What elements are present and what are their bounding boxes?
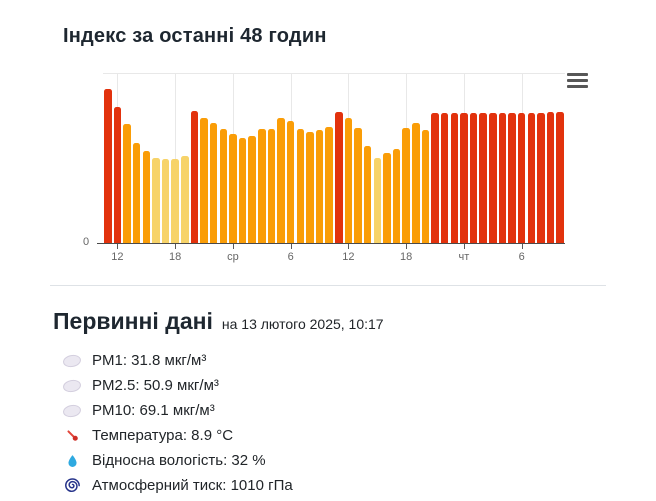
chart-plot-area: 0 12 18 ср 6 12 18 чт 6 — [83, 73, 565, 263]
pm-icon — [62, 351, 82, 371]
bar[interactable] — [152, 158, 160, 244]
bar[interactable] — [344, 118, 353, 244]
bar[interactable] — [354, 128, 362, 244]
x-axis-tick — [175, 244, 177, 249]
x-axis-label: ср — [227, 251, 239, 263]
x-axis-tick — [406, 244, 408, 249]
x-axis-label: 18 — [400, 251, 413, 263]
bar[interactable] — [508, 113, 516, 244]
measurement-row: Відносна вологість: 32 % — [62, 448, 293, 473]
measurement-text: PM10: 69.1 мкг/м³ — [92, 402, 215, 419]
bar[interactable] — [498, 113, 507, 244]
bar[interactable] — [238, 138, 247, 244]
x-axis-tick — [348, 244, 350, 249]
bar[interactable] — [392, 149, 401, 244]
bar[interactable] — [325, 127, 333, 244]
bar[interactable] — [421, 130, 430, 244]
cyclone-icon — [62, 476, 82, 496]
bar[interactable] — [517, 113, 526, 244]
bar[interactable] — [161, 159, 170, 244]
pm-icon — [62, 376, 82, 396]
measurement-row: PM2.5: 50.9 мкг/м³ — [62, 373, 293, 398]
primary-data-list: PM1: 31.8 мкг/м³ PM2.5: 50.9 мкг/м³ PM10… — [62, 348, 293, 498]
bar[interactable] — [412, 123, 420, 244]
bar[interactable] — [209, 123, 218, 244]
x-axis-label: 6 — [287, 251, 294, 263]
bar[interactable] — [123, 124, 131, 244]
bar[interactable] — [527, 113, 536, 244]
measurement-text: Температура: 8.9 °C — [92, 427, 234, 444]
bar[interactable] — [546, 112, 555, 244]
bar[interactable] — [335, 112, 343, 244]
section-divider — [50, 285, 606, 286]
measurement-row: Температура: 8.9 °C — [62, 423, 293, 448]
measurement-text: Атмосферний тиск: 1010 гПа — [92, 477, 293, 494]
bar[interactable] — [142, 151, 151, 244]
bar[interactable] — [306, 132, 314, 244]
x-axis-label: 12 — [111, 251, 124, 263]
bar[interactable] — [479, 113, 487, 244]
bar[interactable] — [200, 118, 208, 244]
bar[interactable] — [286, 121, 295, 244]
bar[interactable] — [113, 107, 122, 244]
bar[interactable] — [363, 146, 372, 244]
chart-title: Індекс за останні 48 годин — [63, 25, 327, 47]
measurement-row: PM10: 69.1 мкг/м³ — [62, 398, 293, 423]
bar[interactable] — [440, 113, 449, 244]
bar[interactable] — [277, 118, 285, 244]
x-axis-line — [97, 243, 565, 244]
hamburger-menu-icon — [567, 72, 591, 88]
bar[interactable] — [171, 159, 179, 244]
x-axis-tick — [290, 244, 292, 249]
primary-data-timestamp: на 13 лютого 2025, 10:17 — [221, 316, 384, 332]
measurement-row: PM1: 31.8 мкг/м³ — [62, 348, 293, 373]
x-axis-tick — [117, 244, 119, 249]
bar[interactable] — [537, 113, 545, 244]
bar[interactable] — [489, 113, 497, 244]
x-axis-label: чт — [458, 251, 470, 263]
bar[interactable] — [190, 111, 199, 244]
y-axis-label-zero: 0 — [83, 236, 90, 248]
droplet-icon — [62, 451, 82, 471]
bar[interactable] — [469, 113, 478, 244]
thermometer-icon — [62, 426, 82, 446]
measurement-text: Відносна вологість: 32 % — [92, 452, 266, 469]
bar[interactable] — [383, 153, 391, 244]
x-axis-label: 12 — [342, 251, 355, 263]
bar[interactable] — [229, 134, 237, 244]
bar[interactable] — [132, 143, 141, 244]
pm-icon — [62, 401, 82, 421]
bar[interactable] — [450, 113, 459, 244]
chart-context-menu-button[interactable] — [564, 68, 594, 92]
bar[interactable] — [219, 129, 228, 244]
x-axis-tick — [463, 244, 465, 249]
primary-data-title: Первинні дані — [53, 308, 213, 334]
x-axis-tick — [521, 244, 523, 249]
measurement-text: PM1: 31.8 мкг/м³ — [92, 352, 207, 369]
bar[interactable] — [373, 158, 382, 244]
bar[interactable] — [296, 129, 305, 244]
bar[interactable] — [402, 128, 410, 244]
x-axis-tick — [232, 244, 234, 249]
bar[interactable] — [556, 112, 564, 244]
x-axis-label: 6 — [518, 251, 525, 263]
x-axis-label: 18 — [169, 251, 182, 263]
measurement-text: PM2.5: 50.9 мкг/м³ — [92, 377, 219, 394]
bar[interactable] — [431, 113, 439, 244]
bar[interactable] — [460, 113, 468, 244]
bar[interactable] — [267, 129, 276, 244]
bar[interactable] — [248, 136, 256, 244]
bar[interactable] — [315, 130, 324, 244]
bar[interactable] — [258, 129, 266, 244]
measurement-row: Атмосферний тиск: 1010 гПа — [62, 473, 293, 498]
bar[interactable] — [181, 156, 189, 244]
bar[interactable] — [104, 89, 112, 244]
